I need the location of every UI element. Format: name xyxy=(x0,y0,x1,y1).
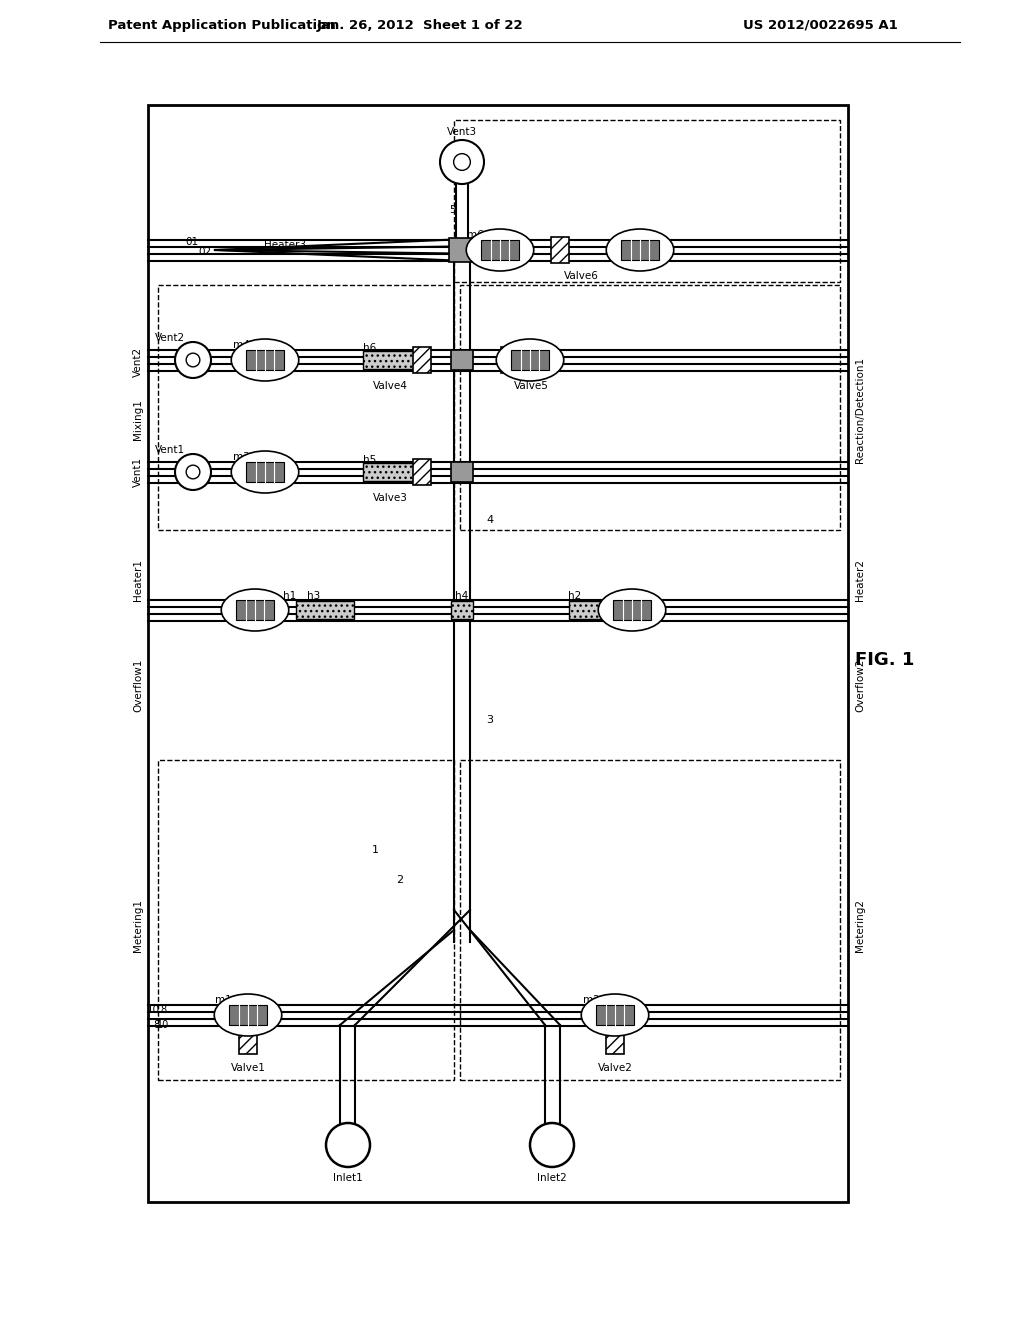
Bar xyxy=(246,462,284,482)
Text: Vent1: Vent1 xyxy=(133,457,143,487)
Circle shape xyxy=(530,1123,574,1167)
Text: Valve5: Valve5 xyxy=(514,381,549,391)
Text: 4: 4 xyxy=(486,515,494,525)
Bar xyxy=(158,285,454,531)
Bar xyxy=(148,106,848,1203)
Text: Heater3: Heater3 xyxy=(264,240,306,249)
Text: 5: 5 xyxy=(449,205,456,215)
Text: Metering2: Metering2 xyxy=(855,899,865,952)
Text: 8: 8 xyxy=(160,1005,166,1015)
Text: Valve3: Valve3 xyxy=(373,492,408,503)
Ellipse shape xyxy=(231,339,299,381)
Text: 2: 2 xyxy=(396,875,403,884)
Text: Valve4: Valve4 xyxy=(373,381,408,391)
Bar xyxy=(460,760,840,1080)
Text: h5: h5 xyxy=(364,455,377,465)
Bar xyxy=(568,601,624,619)
Text: h2: h2 xyxy=(568,591,582,601)
Text: Overflow2: Overflow2 xyxy=(855,659,865,711)
Text: Inlet1: Inlet1 xyxy=(333,1173,362,1183)
Circle shape xyxy=(175,454,211,490)
Ellipse shape xyxy=(606,228,674,271)
Ellipse shape xyxy=(582,994,649,1036)
Text: Heater2: Heater2 xyxy=(855,558,865,601)
Text: FIG. 1: FIG. 1 xyxy=(855,651,914,669)
Bar xyxy=(296,601,354,619)
Text: 1: 1 xyxy=(372,845,379,855)
Text: US 2012/0022695 A1: US 2012/0022695 A1 xyxy=(742,18,897,32)
Bar xyxy=(239,1026,257,1053)
Text: Vent3: Vent3 xyxy=(446,127,477,137)
Ellipse shape xyxy=(221,589,289,631)
Text: Reaction/Detection1: Reaction/Detection1 xyxy=(855,356,865,463)
Bar xyxy=(551,238,569,263)
Text: Valve2: Valve2 xyxy=(598,1063,633,1073)
Text: Mixing1: Mixing1 xyxy=(133,400,143,441)
Ellipse shape xyxy=(497,339,564,381)
Text: Overflow1: Overflow1 xyxy=(133,659,143,711)
Text: 10: 10 xyxy=(157,1020,169,1030)
Text: 10: 10 xyxy=(146,1005,160,1015)
Text: h6: h6 xyxy=(364,343,377,352)
Ellipse shape xyxy=(598,589,666,631)
Ellipse shape xyxy=(214,994,282,1036)
Bar xyxy=(229,1006,266,1024)
Bar xyxy=(613,601,650,620)
Bar xyxy=(451,462,473,482)
Text: Patent Application Publication: Patent Application Publication xyxy=(108,18,336,32)
Bar xyxy=(449,238,475,261)
Text: m6: m6 xyxy=(467,230,484,240)
Bar xyxy=(454,120,840,282)
Text: 02: 02 xyxy=(199,247,212,257)
Text: 3: 3 xyxy=(486,715,494,725)
Text: Valve1: Valve1 xyxy=(230,1063,265,1073)
Bar xyxy=(451,601,473,619)
Text: Jan. 26, 2012  Sheet 1 of 22: Jan. 26, 2012 Sheet 1 of 22 xyxy=(316,18,523,32)
Bar xyxy=(451,350,473,370)
Bar xyxy=(622,240,658,260)
Bar xyxy=(413,347,431,374)
Text: m1: m1 xyxy=(215,995,232,1005)
Circle shape xyxy=(454,153,470,170)
Bar xyxy=(511,350,549,370)
Text: m2: m2 xyxy=(584,995,600,1005)
Text: 01: 01 xyxy=(185,238,199,247)
Bar xyxy=(246,350,284,370)
Circle shape xyxy=(186,465,200,479)
Text: h1: h1 xyxy=(284,591,297,601)
Bar xyxy=(237,601,273,620)
Bar xyxy=(481,240,519,260)
Ellipse shape xyxy=(231,451,299,492)
Text: m3: m3 xyxy=(233,451,250,462)
Text: Vent1: Vent1 xyxy=(155,445,185,455)
Bar xyxy=(362,351,418,370)
Bar xyxy=(501,347,519,374)
Bar xyxy=(362,463,418,480)
Text: Vent2: Vent2 xyxy=(133,347,143,378)
Bar xyxy=(606,1026,624,1053)
Text: h3: h3 xyxy=(307,591,319,601)
Bar xyxy=(158,760,454,1080)
Circle shape xyxy=(440,140,484,183)
Text: Inlet2: Inlet2 xyxy=(538,1173,567,1183)
Bar xyxy=(460,285,840,531)
Circle shape xyxy=(175,342,211,378)
Text: m5: m5 xyxy=(514,341,530,350)
Text: Vent2: Vent2 xyxy=(155,333,185,343)
Text: m4: m4 xyxy=(233,341,250,350)
Circle shape xyxy=(326,1123,370,1167)
Ellipse shape xyxy=(466,228,534,271)
Text: 8: 8 xyxy=(154,1020,160,1030)
Text: Valve6: Valve6 xyxy=(564,271,599,281)
Circle shape xyxy=(186,354,200,367)
Bar xyxy=(596,1006,634,1024)
Text: Heater1: Heater1 xyxy=(133,558,143,601)
Bar xyxy=(413,459,431,484)
Text: Metering1: Metering1 xyxy=(133,899,143,952)
Text: h4: h4 xyxy=(456,591,469,601)
